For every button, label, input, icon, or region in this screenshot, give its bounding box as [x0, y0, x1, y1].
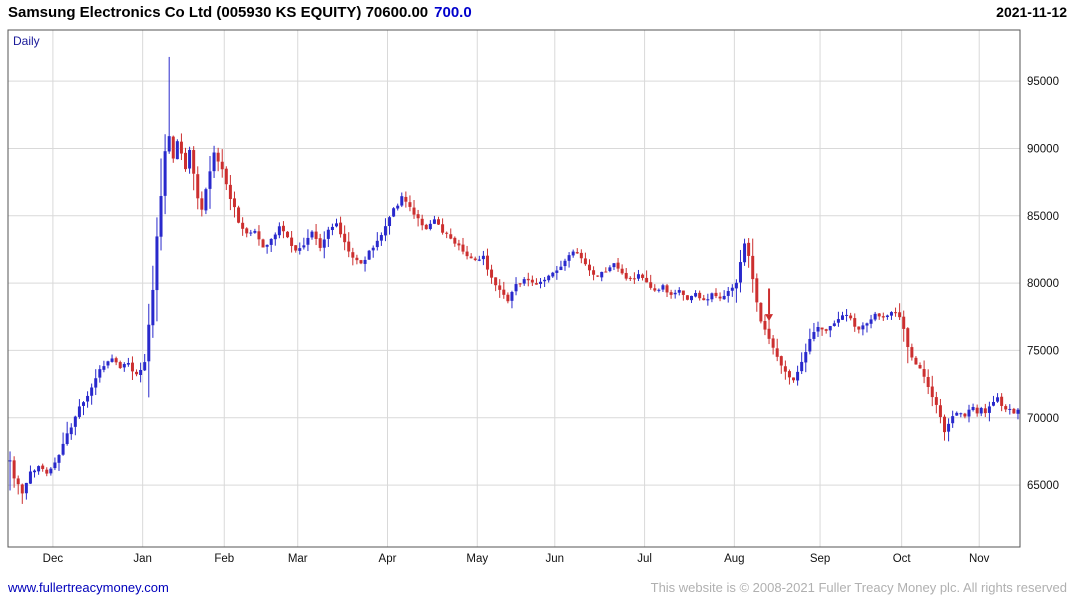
x-axis-label: Jul	[637, 553, 652, 565]
y-axis-label: 65000	[1027, 480, 1059, 492]
x-axis-label: Dec	[43, 553, 64, 565]
annotation	[765, 288, 774, 322]
timeframe-label: Daily	[13, 34, 40, 48]
chart-header: Samsung Electronics Co Ltd (005930 KS EQ…	[8, 4, 1067, 26]
x-axis-label: Aug	[724, 553, 744, 565]
x-axis-label: Jun	[546, 553, 565, 565]
chart-date: 2021-11-12	[996, 4, 1067, 20]
x-axis-label: Sep	[810, 553, 830, 565]
gridlines	[8, 30, 1020, 547]
x-axis-label: Nov	[969, 553, 990, 565]
candles	[8, 56, 1020, 504]
price-change: 700.0	[434, 4, 472, 21]
instrument-name-price: Samsung Electronics Co Ltd (005930 KS EQ…	[8, 4, 429, 21]
chart-title: Samsung Electronics Co Ltd (005930 KS EQ…	[8, 4, 472, 21]
footer-link[interactable]: www.fullertreacymoney.com	[8, 580, 169, 595]
plot-border	[7, 29, 1021, 548]
x-axis-label: Feb	[214, 553, 234, 565]
x-axis-label: Mar	[288, 553, 308, 565]
y-axis-label: 75000	[1027, 345, 1059, 357]
y-axis-label: 80000	[1027, 278, 1059, 290]
y-axis-label: 95000	[1027, 76, 1059, 88]
x-axis-label: May	[466, 553, 488, 565]
footer: www.fullertreacymoney.com This website i…	[8, 580, 1067, 598]
down-arrow-head	[765, 314, 774, 322]
x-axis-label: Jan	[133, 553, 152, 565]
axis-labels: 65000 70000 75000 80000 85000 90000 95000 Dec Ja…	[43, 76, 1059, 565]
copyright-text: This website is © 2008-2021 Fuller Treac…	[650, 580, 1067, 595]
x-axis-label: Oct	[893, 553, 912, 565]
y-axis-label: 85000	[1027, 211, 1059, 223]
y-axis-label: 90000	[1027, 143, 1059, 155]
x-axis-label: Apr	[379, 553, 397, 565]
y-axis-label: 70000	[1027, 413, 1059, 425]
